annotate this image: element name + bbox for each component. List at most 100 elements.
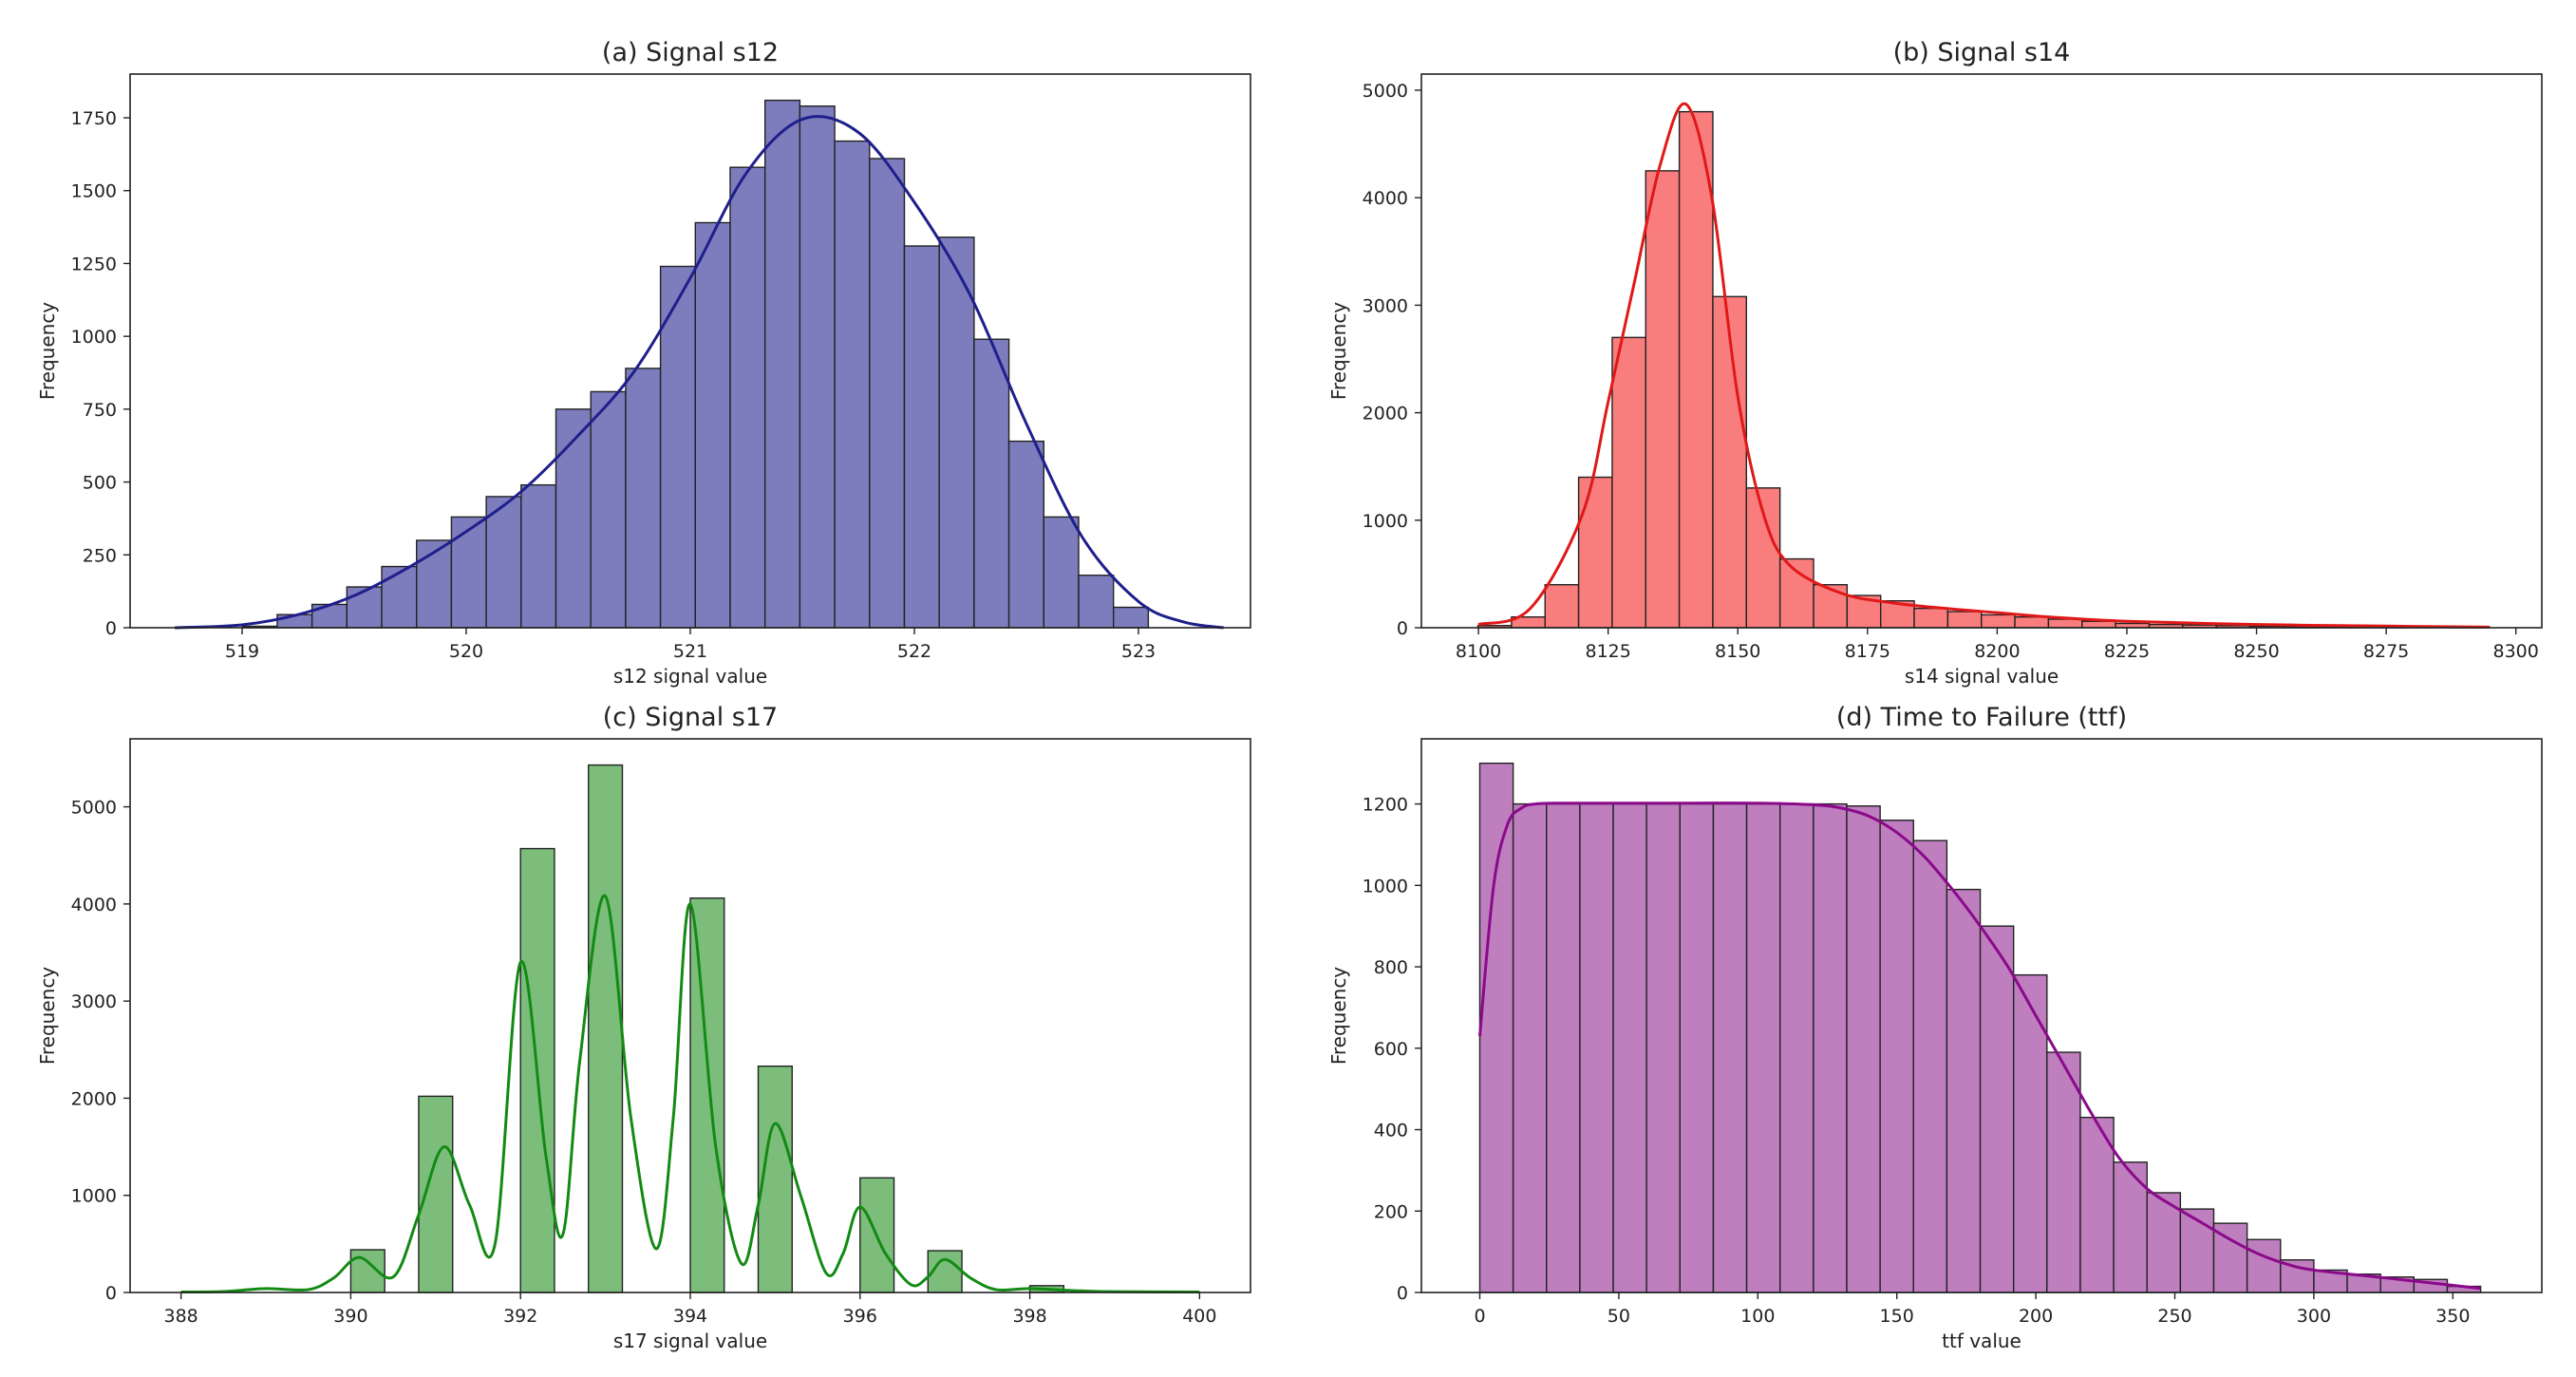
- y-tick-label: 5000: [71, 798, 117, 819]
- histogram-bar: [2014, 615, 2050, 629]
- y-tick-label: 0: [1397, 618, 1408, 639]
- chart-title: (b) Signal s14: [1893, 38, 2071, 67]
- x-tick-label: 8300: [2493, 641, 2539, 662]
- histogram-bar: [1112, 606, 1150, 629]
- y-tick-label: 800: [1374, 957, 1408, 978]
- histogram-bar: [973, 338, 1010, 629]
- x-tick-label: 8175: [1845, 641, 1890, 662]
- chart-title: (a) Signal s12: [602, 38, 779, 67]
- histogram-bars: [349, 764, 1065, 1293]
- y-tick-label: 0: [105, 1283, 117, 1304]
- x-tick-label: 250: [2157, 1306, 2191, 1327]
- x-tick-label: 394: [673, 1306, 707, 1327]
- histogram-bar: [869, 158, 906, 629]
- histogram-bar: [485, 496, 522, 629]
- x-tick-label: 8150: [1715, 641, 1760, 662]
- x-tick-label: 523: [1121, 641, 1156, 662]
- y-tick-label: 0: [105, 618, 117, 639]
- x-tick-label: 8200: [1974, 641, 2020, 662]
- x-tick-label: 8100: [1456, 641, 1501, 662]
- histogram-bar: [1745, 802, 1781, 1293]
- y-tick-label: 500: [83, 473, 117, 494]
- y-tick-label: 5000: [1363, 81, 1408, 102]
- histogram-bars: [241, 99, 1150, 629]
- y-axis-ticks: 0 200 400 600 800 1000 1200: [1363, 795, 1421, 1304]
- histogram-bar: [588, 764, 624, 1293]
- histogram-bar: [1912, 839, 1948, 1293]
- x-tick-label: 8275: [2363, 641, 2409, 662]
- x-tick-label: 396: [843, 1306, 877, 1327]
- y-tick-label: 4000: [1363, 188, 1408, 209]
- y-tick-label: 750: [83, 400, 117, 421]
- histogram-bar: [1007, 440, 1044, 629]
- histogram-bar: [450, 516, 487, 629]
- x-axis-label: s12 signal value: [613, 665, 767, 688]
- chart-panel-c: (c) Signal s17 Frequency s17 signal valu…: [36, 703, 1251, 1352]
- y-tick-label: 1000: [1363, 876, 1408, 896]
- histogram-bar: [520, 483, 557, 629]
- x-tick-label: 300: [2297, 1306, 2331, 1327]
- x-tick-label: 100: [1740, 1306, 1775, 1327]
- histogram-bar: [2047, 618, 2083, 629]
- histogram-bar: [1078, 575, 1115, 629]
- histogram-bar: [1779, 802, 1814, 1293]
- x-tick-label: 8125: [1585, 641, 1630, 662]
- x-tick-label: 390: [333, 1306, 367, 1327]
- y-tick-label: 600: [1374, 1039, 1408, 1060]
- kde-curve: [1477, 802, 2481, 1291]
- y-tick-label: 1500: [71, 181, 117, 202]
- plot-frame: [1420, 738, 2543, 1293]
- histogram-bar: [1946, 888, 1982, 1293]
- histogram-bar: [834, 140, 871, 629]
- histogram-bar: [1478, 763, 1514, 1293]
- y-tick-label: 4000: [71, 895, 117, 915]
- histogram-bar: [1879, 820, 1914, 1293]
- x-tick-label: 519: [225, 641, 259, 662]
- histogram-bar: [590, 390, 627, 629]
- chart-title: (d) Time to Failure (ttf): [1836, 703, 2127, 732]
- y-axis-label: Frequency: [1327, 302, 1350, 400]
- y-tick-label: 1250: [71, 254, 117, 274]
- histogram-bar: [1546, 802, 1581, 1293]
- x-tick-label: 388: [164, 1306, 198, 1327]
- x-axis-label: s17 signal value: [613, 1330, 767, 1352]
- histogram-bar: [903, 245, 940, 629]
- histogram-bar: [1813, 802, 1848, 1293]
- histogram-bar: [1846, 805, 1881, 1293]
- y-tick-label: 1000: [71, 1186, 117, 1207]
- y-tick-label: 1000: [71, 327, 117, 348]
- histogram-bar: [1981, 613, 2016, 629]
- y-tick-label: 1200: [1363, 795, 1408, 816]
- histogram-bar: [625, 368, 662, 629]
- x-axis-ticks: 0 50 100 150 200 250 300 350: [1474, 1292, 2470, 1327]
- histogram-bar: [1577, 476, 1613, 629]
- kde-curve: [175, 115, 1224, 630]
- histogram-bar: [1712, 802, 1748, 1293]
- histogram-bar: [1645, 802, 1682, 1293]
- y-axis-ticks: 0 250 500 750 1000 1250 1500 1750: [71, 108, 130, 639]
- x-tick-label: 520: [449, 641, 483, 662]
- y-tick-label: 0: [1397, 1283, 1408, 1304]
- kde-curve: [1477, 102, 2491, 629]
- histogram-bar: [729, 166, 766, 629]
- x-axis-ticks: 519 520 521 522 523: [225, 628, 1156, 662]
- histogram-bar: [2046, 1051, 2081, 1293]
- x-tick-label: 50: [1608, 1306, 1630, 1327]
- histogram-bar: [1979, 925, 2015, 1293]
- histogram-bar: [1913, 607, 1949, 629]
- x-tick-label: 0: [1474, 1306, 1485, 1327]
- x-tick-label: 398: [1012, 1306, 1046, 1327]
- x-tick-label: 392: [503, 1306, 537, 1327]
- y-tick-label: 250: [83, 545, 117, 566]
- histogram-bar: [799, 105, 836, 629]
- y-axis-ticks: 0 1000 2000 3000 4000 5000: [71, 798, 130, 1304]
- histogram-bar: [2081, 620, 2116, 629]
- histogram-bars: [1478, 763, 2482, 1293]
- plot-frame: [1420, 73, 2543, 629]
- histogram-bar: [2246, 1238, 2282, 1293]
- chart-panel-b: (b) Signal s14 Frequency s14 signal valu…: [1327, 38, 2543, 688]
- y-axis-label: Frequency: [36, 302, 59, 400]
- histogram-bar: [1612, 802, 1647, 1293]
- y-tick-label: 400: [1374, 1121, 1408, 1141]
- chart-title: (c) Signal s17: [603, 703, 778, 732]
